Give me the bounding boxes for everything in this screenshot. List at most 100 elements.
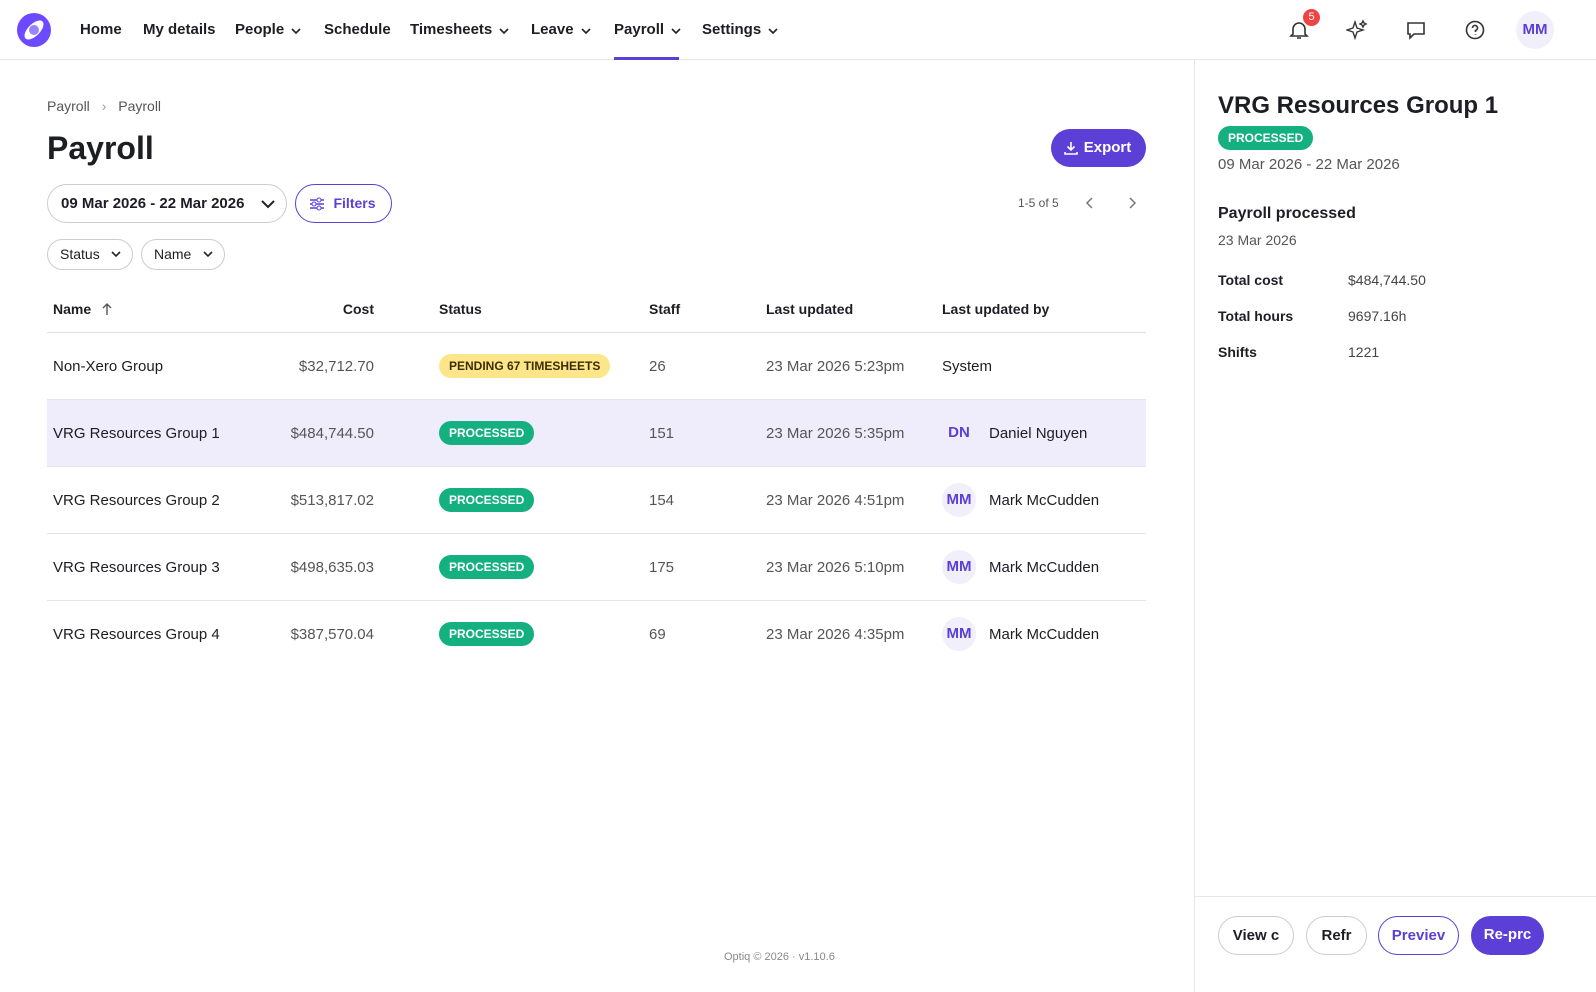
filters-label: Filters [333, 195, 376, 211]
row-updated: 23 Mar 2026 5:10pm [766, 559, 905, 576]
breadcrumb: Payroll › Payroll [47, 98, 161, 114]
detail-label: Total hours [1218, 308, 1294, 324]
panel-action[interactable]: View c [1218, 916, 1294, 955]
filter-chip[interactable]: Name [141, 239, 225, 270]
nav-item[interactable]: People [235, 21, 304, 38]
nav-item[interactable]: Timesheets [410, 21, 512, 38]
detail-label: Shifts [1218, 344, 1257, 360]
column-header[interactable]: Cost [342, 301, 374, 317]
ai-button[interactable] [1346, 19, 1368, 41]
row-updated: 23 Mar 2026 4:51pm [766, 492, 905, 509]
breadcrumb-item[interactable]: Payroll [47, 98, 90, 114]
nav-item[interactable]: My details [143, 21, 216, 38]
row-avatar: MM [942, 550, 976, 584]
column-header[interactable]: Name [53, 301, 92, 317]
detail-value: $484,744.50 [1348, 272, 1426, 288]
chevron [203, 251, 213, 258]
detail-value: 1221 [1348, 344, 1380, 360]
chat-button[interactable] [1405, 19, 1427, 41]
column-header[interactable]: Last updated by [942, 301, 1050, 317]
date-range-select[interactable]: 09 Mar 2026 - 22 Mar 2026 [47, 184, 287, 223]
row-by: Mark McCudden [989, 492, 1100, 509]
column-header[interactable]: Last updated [766, 301, 854, 317]
nav-item[interactable]: Home [80, 21, 122, 38]
row-name: VRG Resources Group 3 [53, 559, 220, 576]
row-name: VRG Resources Group 4 [53, 626, 220, 643]
row-staff: 26 [649, 358, 666, 375]
pagination: 1-5 of 5 [1018, 196, 1059, 210]
panel-action[interactable]: Previev [1378, 916, 1459, 955]
detail-label: Total cost [1218, 272, 1284, 288]
row-cost: $484,744.50 [290, 425, 374, 442]
table-row[interactable] [47, 400, 1146, 467]
column-header[interactable]: Status [439, 301, 482, 317]
row-by: Mark McCudden [989, 559, 1100, 576]
table-row[interactable] [47, 534, 1146, 601]
panel-action[interactable]: Re-prc [1471, 916, 1544, 955]
row-status: PROCESSED [439, 488, 535, 512]
row-cost: $32,712.70 [298, 358, 374, 375]
help-button[interactable] [1464, 19, 1486, 41]
chevron [671, 28, 681, 35]
prev-page[interactable] [1083, 196, 1097, 210]
panel-footer-divider [1195, 896, 1596, 897]
detail-value: 9697.16h [1348, 308, 1407, 324]
row-name: VRG Resources Group 2 [53, 492, 220, 509]
row-name: VRG Resources Group 1 [53, 425, 220, 442]
logo[interactable] [16, 12, 52, 48]
user-avatar[interactable]: MM [1516, 11, 1554, 49]
export-button[interactable]: Export [1051, 129, 1146, 167]
chevron [581, 28, 591, 35]
chevron [291, 28, 301, 35]
active-indicator [614, 57, 679, 60]
notification-count: 5 [1303, 9, 1320, 26]
filter-chip[interactable]: Status [47, 239, 133, 270]
row-staff: 69 [649, 626, 666, 643]
row-cost: $387,570.04 [290, 626, 374, 643]
row-cost: $513,817.02 [290, 492, 374, 509]
row-staff: 154 [649, 492, 675, 509]
panel-event: Payroll processed [1218, 205, 1356, 222]
panel-title: VRG Resources Group 1 [1218, 92, 1499, 119]
row-by: Daniel Nguyen [989, 425, 1088, 442]
date-range: 09 Mar 2026 - 22 Mar 2026 [61, 195, 245, 212]
top-nav: Home My details People Schedule Timesheets Le… [0, 0, 1596, 60]
row-status: PROCESSED [439, 622, 535, 646]
nav-item[interactable]: Settings [702, 21, 781, 38]
nav-item[interactable]: Payroll [614, 21, 684, 38]
row-updated: 23 Mar 2026 5:23pm [766, 358, 905, 375]
chip-label: Name [154, 246, 192, 262]
table-row[interactable] [47, 467, 1146, 534]
row-avatar: MM [942, 617, 976, 651]
export-label: Export [1083, 139, 1132, 156]
panel-event-date: 23 Mar 2026 [1218, 232, 1297, 248]
row-status: PROCESSED [439, 555, 535, 579]
row-updated: 23 Mar 2026 5:35pm [766, 425, 905, 442]
notifications[interactable] [1288, 19, 1310, 41]
row-status: PENDING 67 TIMESHEETS [439, 354, 611, 378]
row-by: System [942, 358, 993, 375]
panel-period: 09 Mar 2026 - 22 Mar 2026 [1218, 156, 1400, 173]
row-staff: 151 [649, 425, 675, 442]
table-row[interactable] [47, 333, 1146, 400]
row-staff: 175 [649, 559, 675, 576]
filters-button[interactable]: Filters [295, 184, 392, 223]
nav-item[interactable]: Leave [531, 21, 594, 38]
column-header[interactable]: Staff [649, 301, 681, 317]
chevron [111, 251, 121, 258]
footer: Optiq © 2026 · v1.10.6 [724, 951, 835, 963]
page-title: Payroll [47, 130, 154, 166]
row-cost: $498,635.03 [290, 559, 374, 576]
header-border [47, 332, 1146, 333]
row-name: Non-Xero Group [53, 358, 164, 375]
chevron [499, 28, 509, 35]
breadcrumb-item: Payroll [118, 98, 162, 114]
next-page[interactable] [1125, 196, 1139, 210]
panel-divider [1194, 60, 1195, 992]
sort-icon [102, 303, 112, 315]
row-by: Mark McCudden [989, 626, 1100, 643]
panel-action[interactable]: Refr [1306, 916, 1367, 955]
nav-item[interactable]: Schedule [324, 21, 391, 38]
chevron [768, 28, 778, 35]
